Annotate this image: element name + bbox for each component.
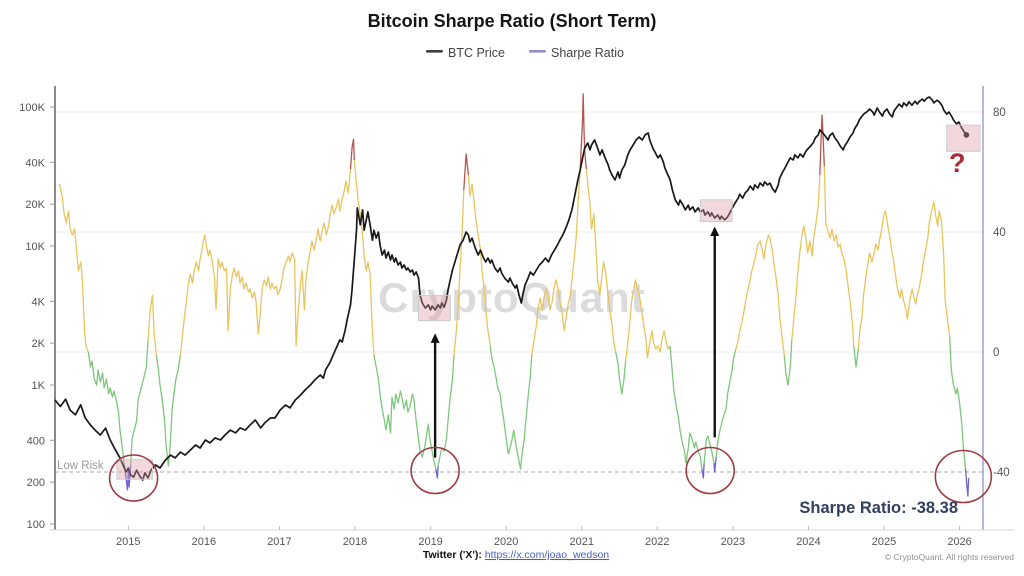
sharpe-ratio-line — [435, 465, 439, 479]
highlight-box — [417, 295, 451, 322]
right-tick-label: 80 — [993, 107, 1006, 119]
low-point-circle — [934, 449, 993, 504]
sharpe-ratio-line — [703, 435, 715, 464]
x-tick-label: 2017 — [267, 536, 291, 548]
sharpe-ratio-line — [467, 174, 491, 347]
legend: BTC Price Sharpe Ratio — [426, 46, 624, 60]
sharpe-ratio-line — [453, 189, 465, 356]
sharpe-ratio-line — [615, 351, 627, 395]
legend-label-sharpe-ratio: Sharpe Ratio — [551, 46, 624, 60]
sharpe-ratio-line — [669, 345, 703, 470]
sharpe-ratio-line — [579, 93, 587, 170]
low-point-circle — [410, 446, 460, 495]
left-tick-label: 4K — [32, 296, 46, 308]
twitter-label: Twitter ('X'): — [423, 549, 485, 561]
series-layer — [54, 93, 970, 497]
right-tick-label: 0 — [993, 347, 999, 359]
highlight-box — [116, 459, 153, 480]
sharpe-ratio-line — [531, 168, 581, 356]
sharpe-ratio-line — [437, 354, 455, 467]
sharpe-ratio-line — [155, 354, 182, 467]
sharpe-ratio-line — [147, 294, 157, 356]
sharpe-ratio-line — [87, 351, 126, 467]
up-arrow-head — [710, 226, 720, 237]
x-tick-label: 2022 — [645, 536, 669, 548]
left-tick-label: 100 — [27, 519, 45, 531]
question-mark-annotation: ? — [949, 148, 966, 178]
left-tick-label: 200 — [27, 477, 45, 489]
low-point-circle — [685, 446, 735, 495]
left-tick-label: 2K — [32, 338, 46, 350]
sharpe-reading-label: Sharpe Ratio: -38.38 — [799, 499, 958, 517]
sharpe-ratio-line — [701, 462, 705, 479]
x-tick-label: 2020 — [494, 536, 518, 548]
footer: Twitter ('X'): https://x.com/joao_wedson… — [423, 549, 1014, 562]
x-tick-label: 2015 — [116, 536, 140, 548]
sharpe-ratio-line — [791, 174, 821, 341]
left-tick-label: 100K — [19, 102, 45, 114]
copyright-label: © CryptoQuant. All rights reserved — [885, 552, 1014, 562]
sharpe-ratio-line — [373, 354, 437, 470]
annotations-layer — [108, 124, 993, 504]
svg-text:Twitter ('X'): https://x.com/j: Twitter ('X'): https://x.com/joao_wedson — [423, 549, 609, 561]
sharpe-ratio-line — [964, 468, 970, 497]
sharpe-ratio-line — [349, 138, 355, 170]
left-tick-label: 40K — [25, 157, 45, 169]
up-arrow-head — [430, 333, 440, 343]
btc-price-line — [54, 96, 968, 481]
sharpe-ratio-line — [489, 345, 533, 470]
axes-layer: 100K40K20K10K4K2K1K40020010080400-402015… — [19, 86, 1014, 548]
sharpe-ratio-line — [857, 201, 951, 350]
twitter-link[interactable]: https://x.com/joao_wedson — [485, 549, 609, 561]
sharpe-ratio-line — [823, 165, 855, 347]
x-tick-label: 2018 — [343, 536, 367, 548]
x-tick-label: 2016 — [192, 536, 216, 548]
sharpe-ratio-line — [179, 168, 352, 356]
x-tick-label: 2024 — [796, 536, 820, 548]
x-tick-label: 2021 — [569, 536, 593, 548]
sharpe-ratio-line — [715, 348, 737, 458]
sharpe-ratio-line — [735, 234, 785, 356]
sharpe-ratio-line — [129, 339, 149, 467]
sharpe-ratio-line — [949, 336, 967, 470]
sharpe-ratio-line — [624, 279, 671, 362]
btc-price-end-dot — [963, 132, 970, 138]
highlight-box — [699, 199, 733, 223]
low-point-circle — [108, 454, 159, 502]
x-tick-label: 2026 — [947, 536, 971, 548]
sharpe-ratio-swatch-icon — [529, 50, 546, 53]
low-risk-label: Low Risk — [57, 460, 104, 472]
sharpe-ratio-line — [853, 345, 859, 368]
sharpe-ratio-line — [713, 456, 717, 473]
left-tick-label: 10K — [25, 241, 45, 253]
left-tick-label: 400 — [27, 435, 45, 447]
x-tick-label: 2019 — [418, 536, 442, 548]
sharpe-ratio-line — [463, 153, 470, 191]
x-tick-label: 2025 — [872, 536, 896, 548]
left-tick-label: 1K — [32, 380, 46, 392]
sharpe-ratio-line — [819, 114, 825, 176]
legend-label-btc-price: BTC Price — [448, 46, 505, 60]
sharpe-ratio-line — [353, 159, 375, 356]
btc-price-swatch-icon — [426, 50, 443, 53]
sharpe-ratio-line — [783, 339, 793, 386]
page-title: Bitcoin Sharpe Ratio (Short Term) — [368, 11, 657, 31]
sharpe-ratio-line — [58, 183, 89, 353]
right-tick-label: 40 — [993, 227, 1006, 239]
right-tick-label: -40 — [993, 467, 1010, 479]
sharpe-ratio-line — [585, 168, 617, 353]
x-tick-label: 2023 — [721, 536, 745, 548]
gridlines-layer — [55, 111, 983, 473]
highlight-box — [946, 124, 981, 152]
left-tick-label: 20K — [25, 199, 45, 211]
